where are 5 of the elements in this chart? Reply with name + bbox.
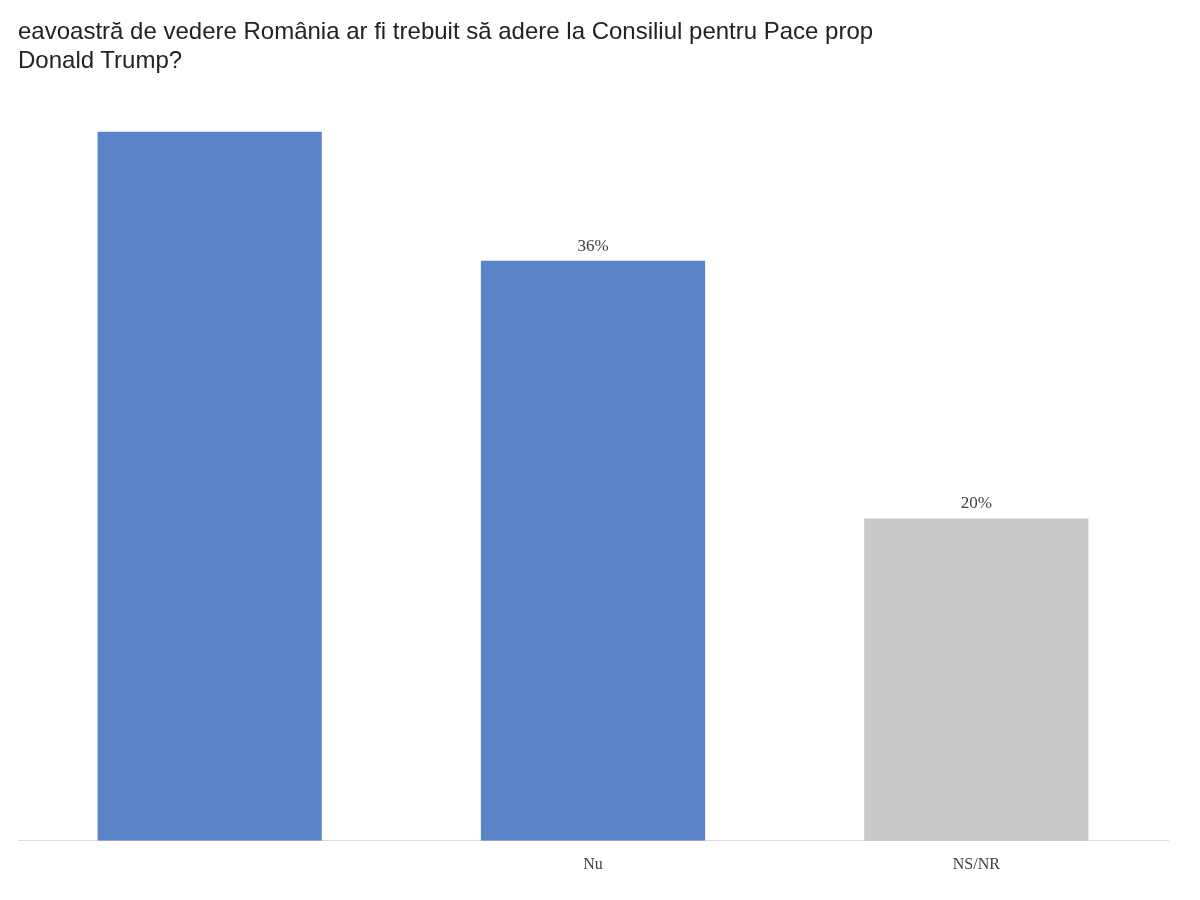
x-tick-label: NS/NR bbox=[952, 854, 1001, 872]
x-tick-label: Nu bbox=[583, 854, 603, 872]
chart-title: eavoastră de vedere România ar fi trebuit să adere la Consiliul pentru Pace prop Donald Trump? bbox=[18, 17, 874, 73]
data-label: 20% bbox=[960, 493, 992, 513]
data-label: 36% bbox=[577, 235, 609, 255]
